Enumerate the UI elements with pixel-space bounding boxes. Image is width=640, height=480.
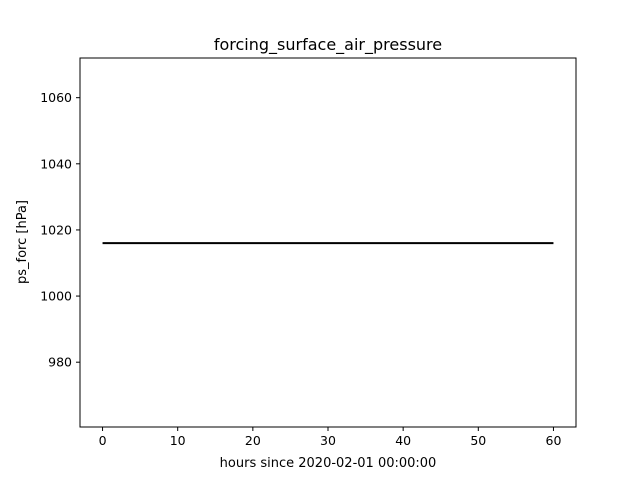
- y-axis: 980 1000 1020 1040 1060: [40, 90, 80, 370]
- x-axis: 0 10 20 30 40 50 60: [99, 427, 562, 448]
- x-tick-label: 30: [320, 433, 336, 448]
- y-tick-label: 1000: [40, 289, 72, 304]
- x-tick-label: 0: [99, 433, 107, 448]
- y-tick-label: 980: [48, 355, 72, 370]
- y-axis-label: ps_forc [hPa]: [15, 200, 30, 284]
- x-tick-label: 40: [395, 433, 411, 448]
- y-tick-label: 1020: [40, 222, 72, 237]
- y-tick-label: 1040: [40, 156, 72, 171]
- x-tick-label: 20: [245, 433, 261, 448]
- x-tick-label: 10: [170, 433, 186, 448]
- y-tick-label: 1060: [40, 90, 72, 105]
- x-axis-label: hours since 2020-02-01 00:00:00: [220, 456, 437, 471]
- chart-title: forcing_surface_air_pressure: [214, 35, 442, 55]
- x-tick-label: 60: [546, 433, 562, 448]
- x-tick-label: 50: [470, 433, 486, 448]
